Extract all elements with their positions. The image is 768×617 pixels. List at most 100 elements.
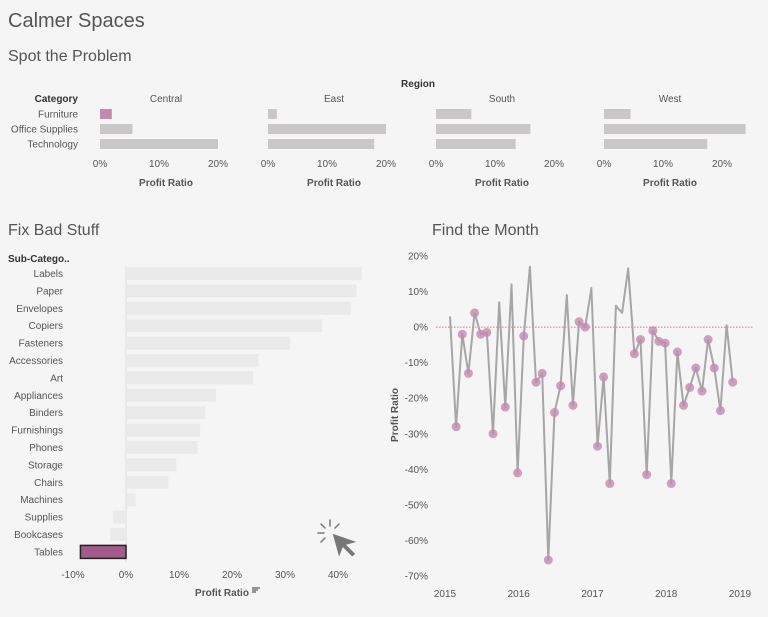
month-point	[457, 329, 467, 339]
dashboard-title: Calmer Spaces	[8, 10, 145, 32]
x-tick-label: 2016	[508, 589, 531, 600]
region-label: South	[489, 94, 515, 105]
y-tick-label: -20%	[405, 394, 428, 405]
x-tick-label: 10%	[485, 159, 505, 170]
subcategory-label: Binders	[29, 408, 63, 419]
region-label: East	[324, 94, 344, 105]
profit-bar	[126, 371, 254, 385]
profit-bar	[79, 544, 127, 560]
profit-bar	[126, 388, 217, 402]
month-point	[709, 363, 719, 373]
x-tick-label: 2017	[581, 589, 604, 600]
profit-bar	[126, 267, 362, 280]
month-point	[605, 479, 615, 489]
x-axis-title: Profit Ratio	[195, 588, 249, 599]
subcategory-label: Furnishings	[11, 426, 63, 437]
subcategory-label: Phones	[29, 443, 63, 454]
month-point	[580, 322, 590, 332]
x-tick-label: 0%	[93, 159, 108, 170]
subcategory-label: Storage	[28, 460, 63, 471]
profit-bar	[126, 336, 291, 350]
subcategory-label: Supplies	[25, 513, 63, 524]
month-point	[543, 555, 553, 565]
month-point	[488, 429, 498, 439]
y-tick-label: 0%	[414, 323, 429, 334]
x-tick-label: 0%	[261, 159, 276, 170]
month-point	[629, 349, 639, 359]
fix-title: Fix Bad Stuff	[8, 222, 100, 239]
month-point	[703, 335, 713, 345]
x-tick-label: 40%	[328, 570, 348, 581]
profit-bar	[126, 319, 323, 333]
x-tick-label: 0%	[597, 159, 612, 170]
y-axis-title: Profit Ratio	[390, 388, 401, 442]
profit-bar	[100, 109, 112, 119]
profit-bar	[126, 406, 206, 420]
y-tick-label: 20%	[408, 252, 428, 263]
month-point	[642, 470, 652, 480]
month-point	[549, 407, 559, 417]
profit-bar	[604, 124, 746, 134]
category-label: Office Supplies	[11, 125, 78, 136]
profit-bar	[112, 510, 126, 524]
profit-bar	[604, 109, 631, 119]
category-label: Furniture	[38, 110, 78, 121]
month-point	[568, 400, 578, 410]
profit-bar	[268, 124, 386, 134]
region-header: Region	[401, 79, 435, 90]
profit-bar	[100, 139, 218, 149]
region-label: West	[659, 94, 682, 105]
month-point	[519, 331, 529, 341]
x-tick-label: 20%	[208, 159, 228, 170]
x-tick-label: 20%	[712, 159, 732, 170]
subcategory-label: Art	[50, 373, 63, 384]
subcategory-label: Accessories	[9, 356, 63, 367]
profit-bar	[268, 109, 277, 119]
profit-bar	[100, 124, 133, 134]
month-point	[470, 308, 480, 318]
month-point	[679, 400, 689, 410]
month-point	[574, 317, 584, 327]
month-point	[451, 422, 461, 432]
month-point	[666, 479, 676, 489]
profit-ratio-line	[449, 265, 734, 561]
month-point	[660, 338, 670, 348]
spot-title: Spot the Problem	[8, 48, 132, 65]
month-point	[685, 383, 695, 393]
y-tick-label: -30%	[405, 429, 428, 440]
x-tick-label: 2019	[729, 589, 752, 600]
month-point	[728, 377, 738, 387]
month-point	[697, 386, 707, 396]
subcategory-label: Tables	[34, 547, 63, 558]
x-tick-label: -10%	[61, 570, 84, 581]
category-header: Category	[35, 94, 79, 105]
profit-bar	[126, 493, 136, 507]
x-tick-label: 2018	[655, 589, 678, 600]
profit-bar	[126, 301, 352, 315]
cursor-icon	[316, 518, 362, 563]
subcategory-label: Machines	[20, 495, 63, 506]
x-tick-label: 10%	[169, 570, 189, 581]
profit-bar	[268, 139, 375, 149]
profit-bar	[436, 124, 531, 134]
profit-bar	[126, 441, 198, 454]
x-tick-label: 10%	[653, 159, 673, 170]
x-axis-title: Profit Ratio	[307, 178, 361, 189]
month-title: Find the Month	[432, 222, 539, 239]
x-axis-title: Profit Ratio	[475, 178, 529, 189]
month-point	[463, 368, 473, 378]
profit-bar	[436, 109, 472, 119]
x-tick-label: 30%	[275, 570, 295, 581]
y-tick-label: -70%	[405, 572, 428, 583]
x-tick-label: 0%	[119, 570, 134, 581]
profit-bar	[110, 528, 126, 541]
profit-bar	[126, 423, 201, 437]
y-tick-label: -10%	[405, 358, 428, 369]
y-tick-label: -50%	[405, 500, 428, 511]
month-point	[531, 377, 541, 387]
profit-bar	[126, 475, 169, 489]
x-tick-label: 10%	[317, 159, 337, 170]
month-point	[500, 402, 510, 412]
x-tick-label: 0%	[429, 159, 444, 170]
month-point	[636, 335, 646, 345]
